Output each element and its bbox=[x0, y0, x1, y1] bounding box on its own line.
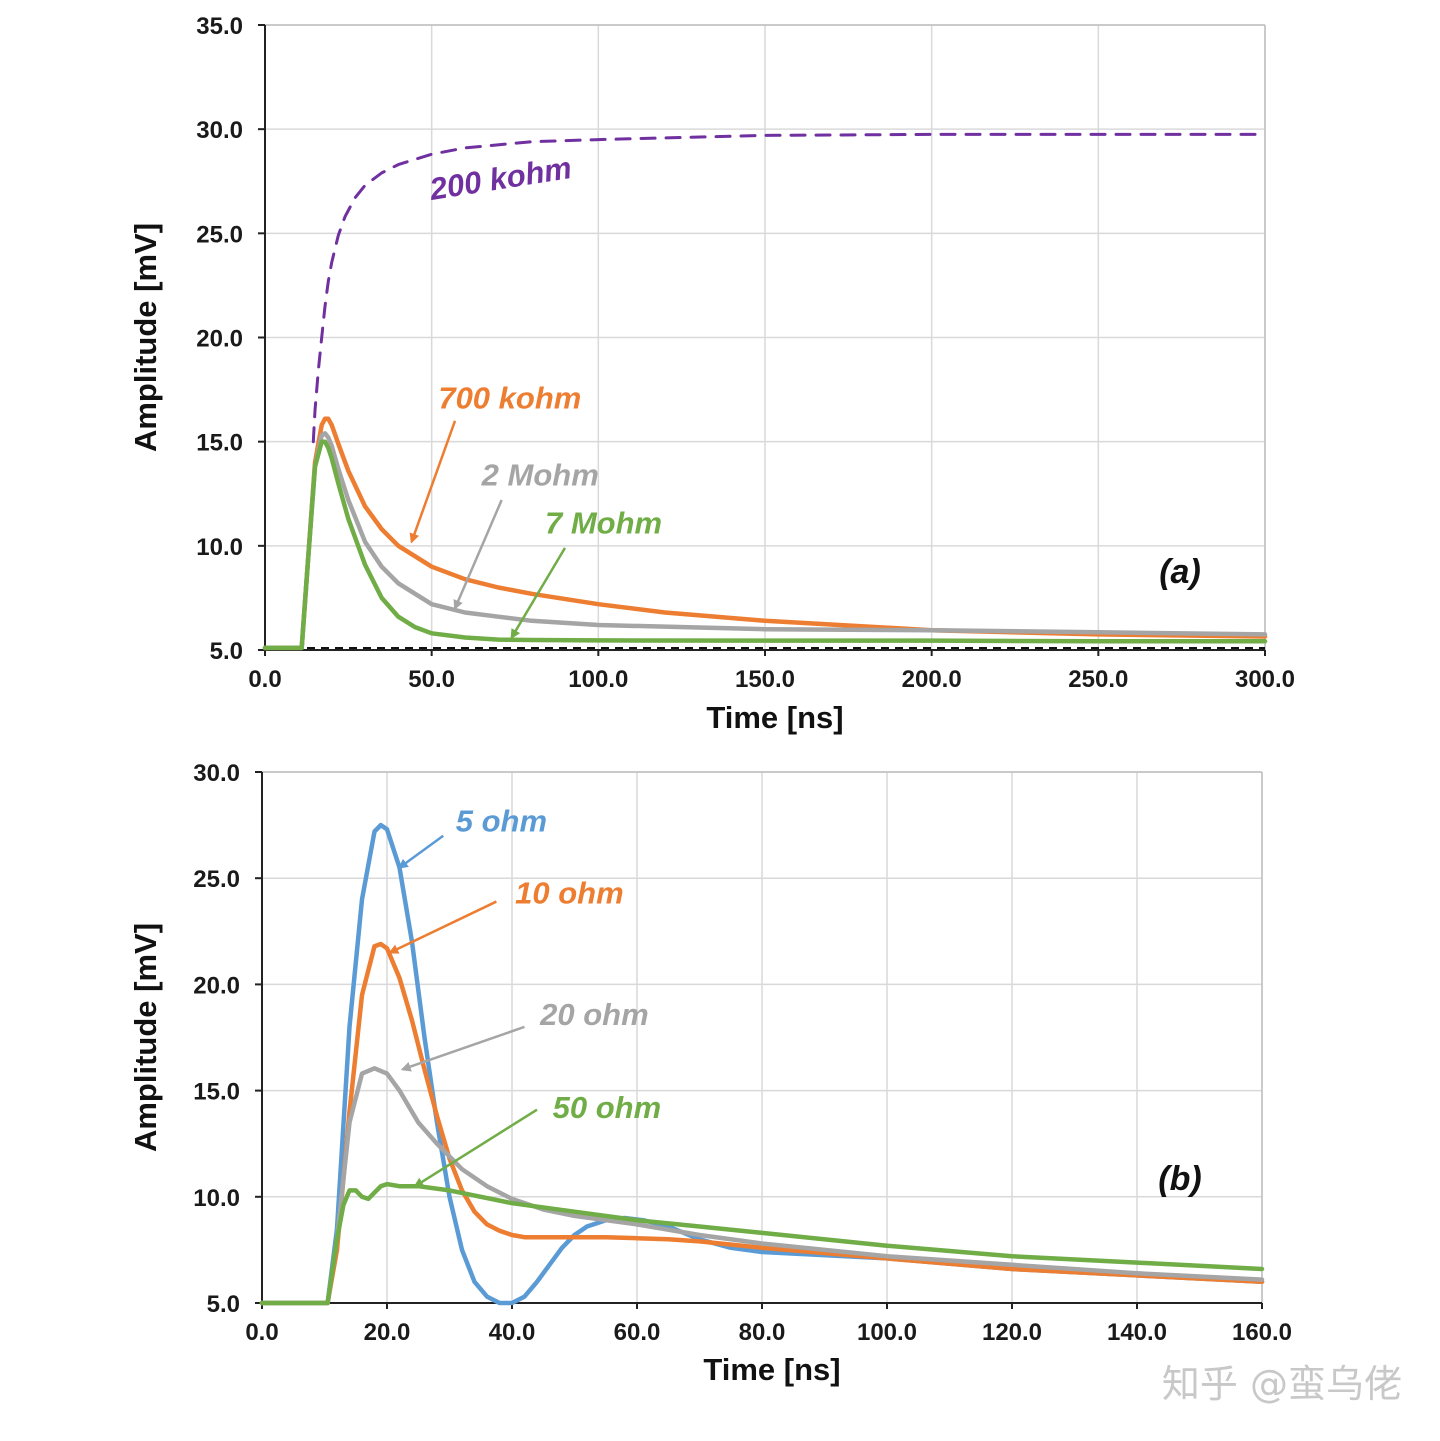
panel-b-series-line-50-ohm bbox=[259, 1181, 1265, 1306]
panel-a-x-axis-title: Time [ns] bbox=[706, 700, 843, 735]
panel-a-series-line-7-mohm bbox=[262, 439, 1268, 651]
panel-b-series-label-20-ohm: 20 ohm bbox=[539, 997, 649, 1032]
panel-a-y-tick-label: 25.0 bbox=[196, 221, 243, 248]
panel-b-x-tick-label: 120.0 bbox=[982, 1319, 1042, 1346]
panel-a-y-tick-label: 15.0 bbox=[196, 430, 243, 457]
panel-b-y-tick-label: 10.0 bbox=[193, 1185, 240, 1212]
panel-b-x-axis-title: Time [ns] bbox=[703, 1352, 840, 1387]
panel-b-x-tick-label: 80.0 bbox=[739, 1319, 786, 1346]
panel-b-series-line-20-ohm bbox=[259, 1066, 1265, 1306]
panel-a-y-tick-label: 35.0 bbox=[196, 13, 243, 40]
panel-b-series-label-50-ohm: 50 ohm bbox=[553, 1090, 662, 1125]
panel-label-b: (b) bbox=[1158, 1160, 1201, 1198]
panel-b-x-tick-label: 60.0 bbox=[614, 1319, 661, 1346]
panel-b-arrow-10-ohm bbox=[388, 900, 497, 954]
panel-b-x-tick-label: 0.0 bbox=[245, 1319, 278, 1346]
panel-a-series-label-7-mohm: 7 Mohm bbox=[545, 505, 662, 540]
panel-a: 0.0 50.0 100.0 150.0 200.0 250.0 300.0 5.0 10.0 1… bbox=[128, 13, 1295, 735]
panel-b-y-tick-label: 20.0 bbox=[193, 972, 240, 999]
panel-a-x-tick-label: 0.0 bbox=[248, 666, 281, 693]
watermark: 知乎 @蛮乌佬 bbox=[1162, 1362, 1402, 1406]
panel-a-series-label-700-kohm: 700 kohm bbox=[438, 380, 581, 415]
panel-a-x-tick-label: 200.0 bbox=[902, 666, 962, 693]
panel-b-arrow-50-ohm bbox=[413, 1108, 538, 1188]
panel-a-arrow-2-mohm bbox=[453, 499, 503, 611]
panel-b-y-tick-label: 25.0 bbox=[193, 866, 240, 893]
panel-b-y-tick-label: 30.0 bbox=[193, 760, 240, 787]
panel-a-y-tick-label: 30.0 bbox=[196, 117, 243, 144]
panel-b-x-tick-label: 160.0 bbox=[1232, 1319, 1292, 1346]
panel-a-y-tick-label: 20.0 bbox=[196, 326, 243, 353]
panel-b-series-label-5-ohm: 5 ohm bbox=[456, 803, 547, 838]
panel-a-series-line-200-kohm bbox=[311, 132, 1267, 444]
panel-b: 0.0 20.0 40.0 60.0 80.0 100.0 120.0 140.0 160.0 5… bbox=[128, 760, 1292, 1387]
panel-b-x-tick-label: 20.0 bbox=[364, 1319, 411, 1346]
panel-b-series-line-10-ohm bbox=[259, 941, 1265, 1306]
panel-b-x-tick-label: 100.0 bbox=[857, 1319, 917, 1346]
panel-label-a: (a) bbox=[1159, 553, 1201, 591]
panel-b-arrow-5-ohm bbox=[397, 834, 444, 869]
panel-a-y-tick-label: 10.0 bbox=[196, 534, 243, 561]
panel-b-arrow-20-ohm bbox=[400, 1025, 525, 1072]
panel-b-x-tick-label: 140.0 bbox=[1107, 1319, 1167, 1346]
panel-a-x-tick-label: 50.0 bbox=[408, 666, 455, 693]
panel-a-y-tick-label: 5.0 bbox=[210, 638, 243, 665]
panel-a-series-label-200-kohm: 200 kohm bbox=[426, 150, 574, 207]
panel-a-series-label-2-mohm: 2 Mohm bbox=[481, 457, 599, 492]
panel-b-y-tick-label: 15.0 bbox=[193, 1079, 240, 1106]
panel-a-arrow-7-mohm bbox=[510, 547, 567, 640]
panel-a-x-tick-label: 300.0 bbox=[1235, 666, 1295, 693]
panel-b-x-tick-label: 40.0 bbox=[489, 1319, 536, 1346]
panel-b-y-tick-label: 5.0 bbox=[207, 1291, 240, 1318]
panel-a-arrow-700-kohm bbox=[409, 420, 457, 544]
panel-b-series-label-10-ohm: 10 ohm bbox=[515, 876, 624, 911]
panel-a-x-tick-label: 100.0 bbox=[568, 666, 628, 693]
panel-b-y-axis-title: Amplitude [mV] bbox=[128, 923, 163, 1152]
panel-a-x-tick-label: 150.0 bbox=[735, 666, 795, 693]
panel-a-x-tick-label: 250.0 bbox=[1068, 666, 1128, 693]
panel-a-y-axis-title: Amplitude [mV] bbox=[128, 223, 163, 452]
